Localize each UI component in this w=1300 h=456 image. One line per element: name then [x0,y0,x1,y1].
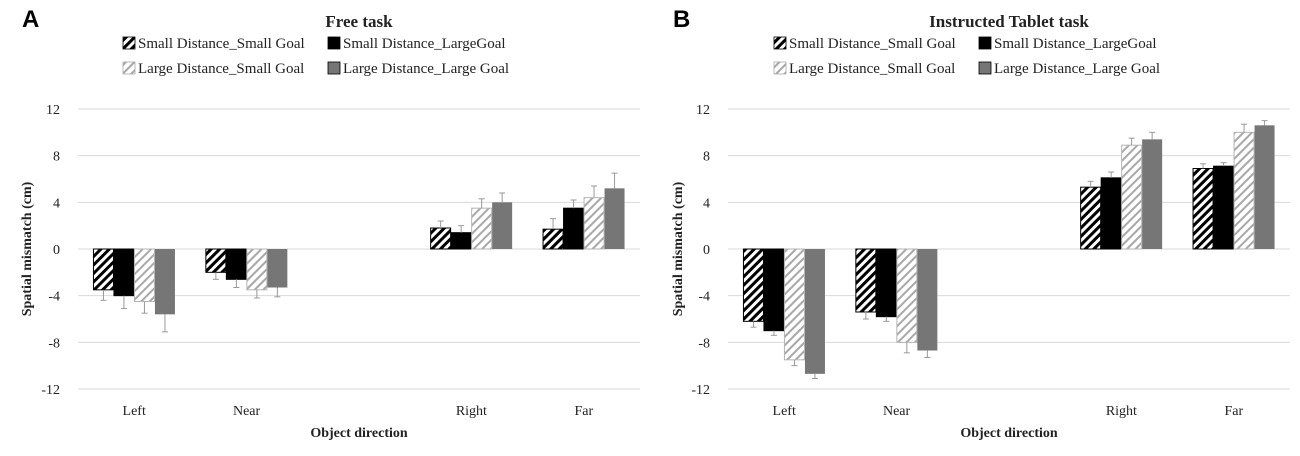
x-tick-label: Left [123,404,146,419]
panel-label: A [22,6,39,33]
bar [1254,125,1275,249]
chart-panel-b: B Instructed Tablet task Small Distance_Sm… [671,6,1290,441]
legend-swatch [773,36,787,50]
bar [1192,168,1214,250]
bar [450,232,472,250]
x-tick-label: Right [456,404,487,419]
legend-swatch [122,36,136,50]
bar [1233,131,1255,250]
bar [154,249,175,315]
x-tick-label: Right [1106,404,1137,419]
y-tick-label: -12 [41,383,60,398]
y-tick-label: 0 [703,243,710,258]
bar [246,248,268,291]
chart-title: Free task [325,12,393,31]
y-tick-label: 12 [46,103,60,118]
bar [471,207,493,250]
legend-swatch [773,61,787,75]
x-tick-label: Far [1224,404,1243,419]
bar [92,248,114,291]
legend-entry: Large Distance_Large Goal [994,61,1160,77]
bar [604,188,625,249]
y-tick-label: -4 [48,290,60,305]
bar [804,249,825,374]
bar [542,228,564,250]
y-axis-title: Spatial mismatch (cm) [671,181,686,316]
bar [1213,165,1235,250]
bar [1100,177,1122,250]
y-tick-label: 8 [703,150,710,165]
legend-swatch [978,36,992,50]
panel-label: B [673,6,690,33]
bar [875,248,897,318]
x-tick-label: Near [883,404,911,419]
bar [1121,144,1143,250]
legend-entry: Small Distance_Small Goal [138,36,305,52]
bar [430,227,452,250]
bar [113,248,135,297]
legend-swatch [327,36,341,50]
y-tick-label: 0 [53,243,60,258]
bar [917,249,938,351]
bar [583,197,605,250]
x-tick-label: Far [574,404,593,419]
bar [1080,186,1102,250]
x-axis-title: Object direction [310,426,408,441]
bar [205,248,227,273]
x-axis-title: Object direction [960,426,1058,441]
bar [896,248,918,343]
bar [783,248,805,361]
y-tick-label: 8 [53,150,60,165]
bar [763,248,785,332]
legend-swatch [978,61,992,75]
y-tick-label: -8 [48,336,60,351]
legend-swatch [327,61,341,75]
chart-panel-a: A Free task Small Distance_Small Goal Small… [20,6,640,441]
legend-entry: Large Distance_Small Goal [789,61,955,77]
bar [855,248,877,313]
bar [563,207,585,250]
bar [267,249,288,288]
legend-entry: Small Distance_Small Goal [789,36,956,52]
bar [492,202,513,249]
legend-swatch [122,61,136,75]
legend-entry: Small Distance_LargeGoal [994,36,1157,52]
x-tick-label: Left [773,404,796,419]
bar [225,248,247,280]
bar [133,248,155,302]
x-tick-label: Near [233,404,261,419]
legend-entry: Small Distance_LargeGoal [343,36,506,52]
y-tick-label: 4 [53,196,60,211]
bar [742,248,764,322]
legend-entry: Large Distance_Large Goal [343,61,509,77]
chart-title: Instructed Tablet task [929,12,1089,31]
bar [1142,139,1163,249]
y-tick-label: 12 [696,103,710,118]
y-tick-label: -12 [691,383,710,398]
legend-entry: Large Distance_Small Goal [138,61,304,77]
y-axis-title: Spatial mismatch (cm) [20,181,35,316]
y-tick-label: -8 [698,336,710,351]
y-tick-label: 4 [703,196,710,211]
y-tick-label: -4 [698,290,710,305]
